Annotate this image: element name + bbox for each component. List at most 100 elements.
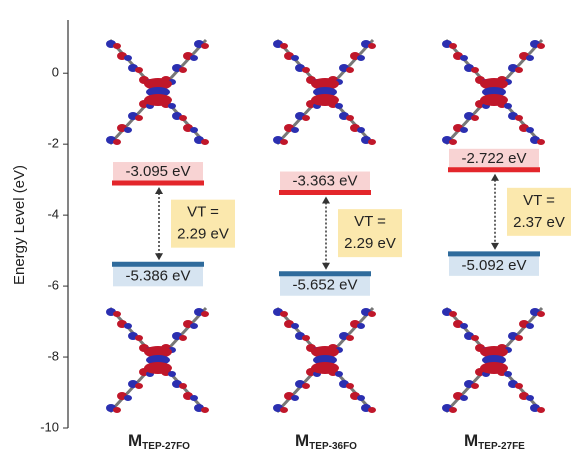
y-tick-label: -2 <box>47 136 59 151</box>
lobe <box>471 335 479 341</box>
lobe <box>146 87 170 97</box>
lobe <box>460 395 468 401</box>
lobe <box>124 55 132 61</box>
lobe <box>113 139 121 145</box>
lobe <box>311 346 339 358</box>
category-label: MTEP-36FO <box>295 431 357 451</box>
lobe <box>346 335 354 341</box>
lobe <box>482 355 506 365</box>
lobe <box>113 407 121 413</box>
lobe <box>460 323 468 329</box>
y-tick-label: -6 <box>47 278 59 293</box>
lobe <box>357 127 365 133</box>
level-label: -2.722 eV <box>461 150 526 167</box>
y-tick-label: 0 <box>52 65 59 80</box>
lobe <box>449 43 457 49</box>
y-tick-label: -8 <box>47 348 59 363</box>
level-label-bg <box>280 171 370 192</box>
lobe <box>460 127 468 133</box>
lobe <box>201 311 209 317</box>
lobe <box>179 67 187 73</box>
lobe <box>471 115 479 121</box>
lobe <box>471 67 479 73</box>
molecule <box>106 38 209 146</box>
lobe <box>291 395 299 401</box>
lobe <box>346 67 354 73</box>
lobe <box>135 67 143 73</box>
category-sub: TEP-27FO <box>142 441 190 452</box>
y-tick-label: -10 <box>40 419 59 434</box>
level-label-bg <box>449 255 539 276</box>
lobe <box>113 311 121 317</box>
lobe <box>311 78 339 90</box>
lobe <box>449 407 457 413</box>
lobe <box>368 311 376 317</box>
lobe <box>313 87 337 97</box>
lobe <box>302 383 310 389</box>
lobe <box>526 395 534 401</box>
arrow-head <box>491 242 499 250</box>
gap-label: 2.29 eV <box>344 235 396 252</box>
level-label-bg <box>449 148 539 169</box>
lobe <box>368 407 376 413</box>
gap-label: 2.29 eV <box>177 226 229 243</box>
lobe <box>280 407 288 413</box>
category-main: M <box>464 431 478 450</box>
lobe <box>335 103 343 109</box>
lobe <box>537 407 545 413</box>
lobe <box>449 311 457 317</box>
lobe <box>190 395 198 401</box>
lobe <box>504 103 512 109</box>
arrow-head <box>491 173 499 181</box>
category-main: M <box>128 431 142 450</box>
lobe <box>449 139 457 145</box>
lobe <box>480 362 508 374</box>
level-label: -5.652 eV <box>292 277 357 294</box>
lobe <box>480 78 508 90</box>
level-label-bg <box>280 275 370 296</box>
molecule <box>442 38 545 146</box>
lobe <box>201 407 209 413</box>
lobe <box>357 323 365 329</box>
lobe <box>302 115 310 121</box>
lobe <box>480 94 508 106</box>
molecule <box>273 306 376 414</box>
y-tick-label: -4 <box>47 207 59 222</box>
level-label-bg <box>113 266 203 287</box>
lobe <box>179 115 187 121</box>
lobe <box>291 127 299 133</box>
gap-label-prefix: VT = <box>523 192 555 209</box>
lobe <box>124 127 132 133</box>
category-label: MTEP-27FO <box>128 431 190 451</box>
lobe <box>480 346 508 358</box>
lobe <box>201 139 209 145</box>
lobe <box>537 139 545 145</box>
arrow-head <box>322 196 330 204</box>
lobe <box>313 355 337 365</box>
gap-label-bg <box>507 187 571 236</box>
lobe <box>168 371 176 377</box>
lobe <box>460 55 468 61</box>
category-sub: TEP-36FO <box>309 441 357 452</box>
lobe <box>311 94 339 106</box>
lobe <box>124 395 132 401</box>
lobe <box>291 323 299 329</box>
level-label: -3.363 eV <box>292 172 357 189</box>
lobe <box>190 323 198 329</box>
molecule <box>442 306 545 414</box>
lobe <box>526 127 534 133</box>
y-axis-label: Energy Level (eV) <box>11 165 28 285</box>
category-label: MTEP-27FE <box>464 431 525 451</box>
lobe <box>135 115 143 121</box>
lobe <box>135 335 143 341</box>
lobe <box>504 371 512 377</box>
lobe <box>515 67 523 73</box>
lobe <box>291 55 299 61</box>
gap-label-prefix: VT = <box>187 204 219 221</box>
lobe <box>190 127 198 133</box>
lobe <box>146 355 170 365</box>
lobe <box>526 55 534 61</box>
lobe <box>168 103 176 109</box>
lobe <box>302 67 310 73</box>
lobe <box>482 87 506 97</box>
